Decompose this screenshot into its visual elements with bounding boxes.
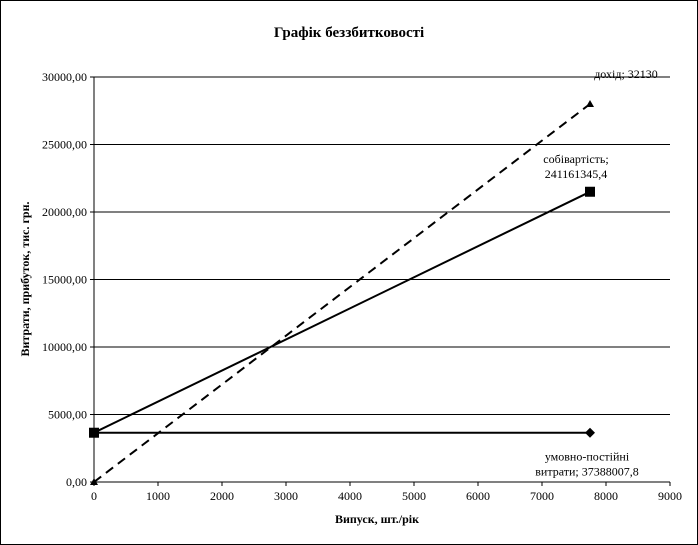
marker-fixed-1 [585,427,595,438]
y-tick-label-5: 25000,00 [42,138,87,152]
x-tick-label-0: 0 [91,489,97,503]
y-axis-title: Витрати, прибуток, тис. грн. [18,202,32,357]
y-tick-label-2: 10000,00 [42,340,87,354]
x-tick-label-6: 6000 [466,489,490,503]
x-tick-label-9: 9000 [658,489,682,503]
series-line-revenue [93,103,591,483]
annotation-fixed-line-0: умовно-постійні [545,450,630,464]
x-axis-title: Випуск, шт./рік [335,512,419,526]
x-tick-labels: 0 1000 2000 3000 4000 5000 6000 7000 8000 9000 [91,489,682,503]
marker-cost-1 [585,186,595,197]
axes [90,76,671,486]
series-markers [89,100,595,485]
y-tick-label-3: 15000,00 [42,273,87,287]
y-tick-label-1: 5000,00 [48,408,87,422]
x-tick-label-5: 5000 [402,489,426,503]
marker-revenue-0 [90,478,98,485]
x-tick-label-2: 2000 [210,489,234,503]
annotations: дохід; 32130 собівартість;241161345,4 умов… [535,67,658,479]
y-tick-labels: 0,00 5000,00 10000,00 15000,00 20000,00 25000… [42,70,87,489]
marker-revenue-1 [586,100,594,107]
x-tick-label-7: 7000 [530,489,554,503]
chart-title: Графік беззбитковості [274,25,424,41]
annotation-cost-line-1: 241161345,4 [545,167,608,181]
annotation-cost-line-0: собівартість; [543,152,608,166]
y-tick-label-4: 20000,00 [42,205,87,219]
gridlines [94,76,670,415]
marker-fixed-0 [89,427,99,438]
x-tick-label-3: 3000 [274,489,298,503]
series-lines [93,103,591,483]
y-tick-label-6: 30000,00 [42,70,87,84]
x-tick-label-4: 4000 [338,489,362,503]
series-line-cost [93,190,591,434]
x-tick-label-8: 8000 [594,489,618,503]
annotation-revenue-line-0: дохід; 32130 [594,67,658,81]
x-tick-label-1: 1000 [146,489,170,503]
annotation-fixed-line-1: витрати; 37388007,8 [535,465,639,479]
y-tick-label-0: 0,00 [66,475,87,489]
